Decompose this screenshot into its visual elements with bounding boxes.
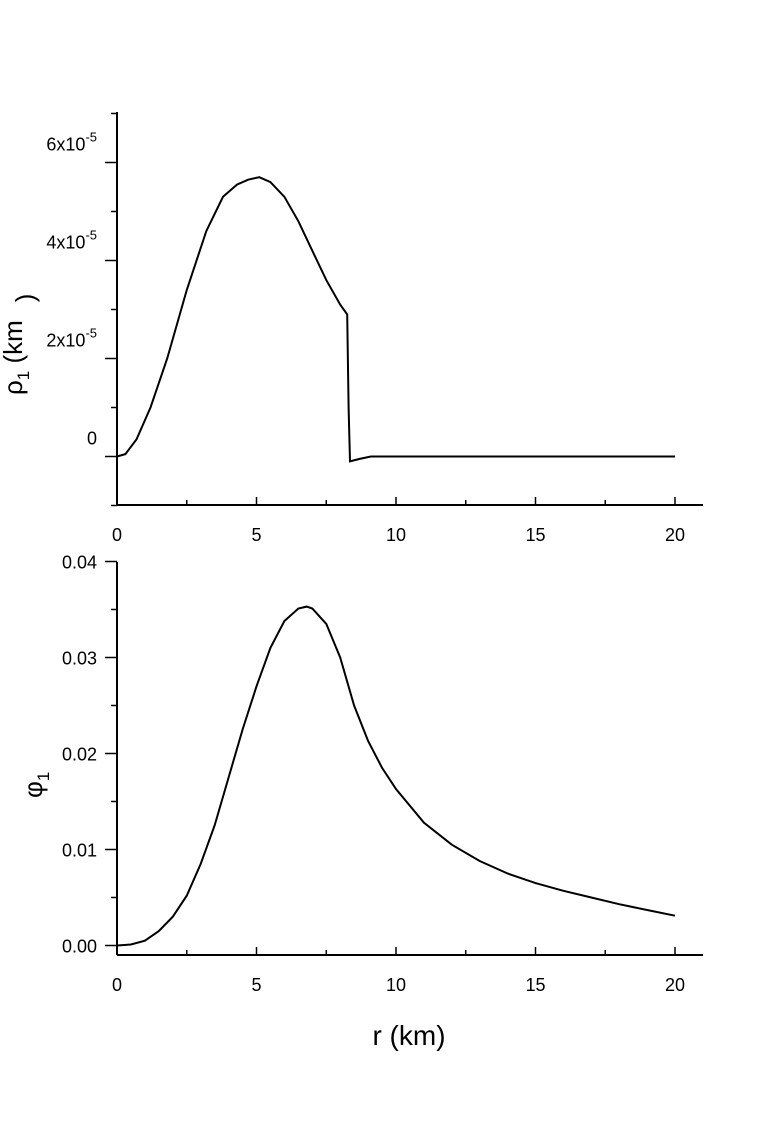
phi-curve [116, 605, 676, 947]
phi-y-tick-label: 0.03 [62, 649, 97, 669]
phi-x-tick-label: 20 [665, 975, 685, 995]
rho-x-tick-label: 5 [251, 525, 261, 545]
phi-y-tick-label: 0.00 [62, 937, 97, 957]
phi-y-tick-label: 0.01 [62, 841, 97, 861]
phi-y-tick-label: 0.02 [62, 745, 97, 765]
phi-x-tick-label: 5 [251, 975, 261, 995]
rho-curve [116, 176, 675, 463]
rho-y-tick-label: 0 [87, 429, 97, 449]
rho-x-tick-label: 20 [665, 525, 685, 545]
phi-panel: 0 5 10 15 20 0.00 0.01 0.02 0.03 0.04 φ1 r (km) [18, 553, 703, 1051]
rho-x-tick-label: 10 [386, 525, 406, 545]
phi-x-tick-label: 15 [525, 975, 545, 995]
rho-y-tick-label: 6x10-5 [46, 130, 97, 155]
rho-panel: 0 5 10 15 20 0 2x10-5 4x10-5 6x10-5 ρ1 (km) [0, 112, 703, 545]
rho-x-tick-label: 15 [525, 525, 545, 545]
phi-y-tick-label: 0.04 [62, 553, 97, 573]
phi-x-tick-label: 0 [112, 975, 122, 995]
phi-x-tick-label: 10 [386, 975, 406, 995]
x-axis-label: r (km) [372, 1020, 445, 1051]
phi-y-axis-label: φ1 [18, 772, 53, 798]
rho-y-tick-label: 2x10-5 [46, 326, 97, 351]
rho-y-tick-label: 4x10-5 [46, 228, 97, 253]
rho-y-axis-label: ρ1 (km) [0, 294, 40, 395]
rho-x-tick-label: 0 [112, 525, 122, 545]
